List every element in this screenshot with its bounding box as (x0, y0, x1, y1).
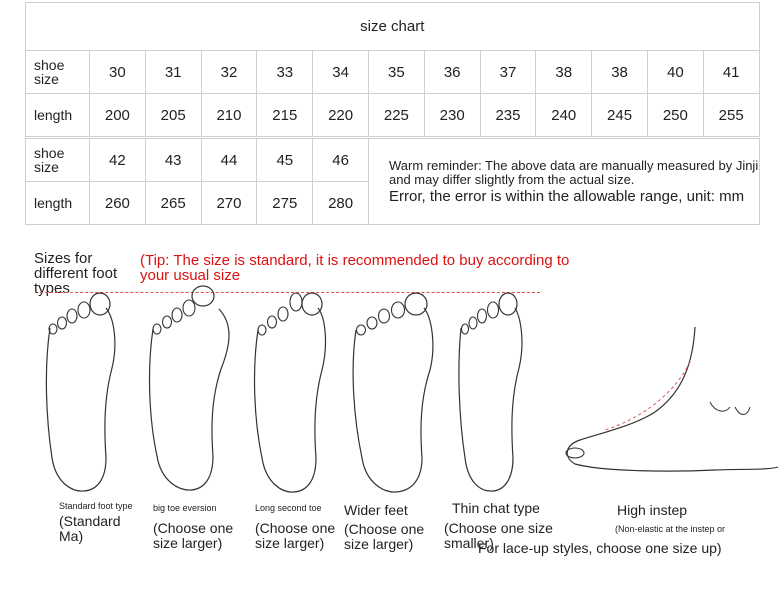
high-instep-note: For lace-up styles, choose one size up) (478, 540, 722, 556)
size-chart-table-2: shoe size 42 43 44 45 46 Warm reminder: The a… (25, 138, 760, 225)
shoe-size-cell: 36 (423, 50, 481, 94)
foot-label-standard: Standard foot type (Standard Ma) (59, 501, 139, 544)
warm-reminder-note: Warm reminder: The above data are manual… (367, 138, 760, 225)
length-cell: 245 (591, 93, 648, 137)
standard-foot-icon (45, 292, 116, 492)
shoe-size-cell: 40 (646, 50, 704, 94)
shoe-size-label: shoe size (25, 138, 90, 182)
length-label: length (25, 93, 90, 137)
big-toe-eversion-foot-icon (148, 285, 230, 491)
length-cell: 250 (646, 93, 704, 137)
length-cell: 200 (89, 93, 146, 137)
shoe-size-cell: 32 (200, 50, 258, 94)
shoe-size-cell: 38 (535, 50, 593, 94)
shoe-size-cell: 31 (144, 50, 202, 94)
length-cell: 260 (89, 181, 146, 225)
foot-main-label: (Choose one size larger) (255, 520, 336, 551)
foot-label-long-second-toe: Long second toe (Choose one size larger) (255, 503, 345, 551)
foot-label-big-toe: big toe eversion (Choose one size larger… (153, 503, 248, 551)
length-cell: 255 (702, 93, 760, 137)
size-chart-title: size chart (25, 2, 760, 51)
error-note-text: Error, the error is within the allowable… (388, 187, 745, 205)
toe-guide-line (40, 292, 540, 293)
foot-label-thin: Thin chat type (Choose one size smaller) (444, 500, 554, 551)
length-label: length (25, 181, 90, 225)
length-cell: 240 (535, 93, 593, 137)
long-second-toe-foot-icon (253, 292, 327, 493)
shoe-size-cell: 41 (702, 50, 760, 94)
high-instep-title: High instep (617, 502, 688, 518)
foot-label-wider: Wider feet (Choose one size larger) (344, 502, 444, 552)
shoe-size-cell: 42 (89, 138, 146, 182)
length-cell: 235 (479, 93, 537, 137)
warm-reminder-text: Warm reminder: The above data are manual… (388, 157, 759, 187)
shoe-size-cell: 44 (200, 138, 258, 182)
shoe-size-cell: 38 (591, 50, 648, 94)
high-instep-note-small: (Non-elastic at the instep or (615, 524, 726, 534)
wider-feet-icon (352, 292, 434, 493)
length-cell: 220 (312, 93, 369, 137)
length-cell: 225 (367, 93, 425, 137)
shoe-size-cell: 37 (479, 50, 537, 94)
shoe-size-cell: 46 (312, 138, 369, 182)
foot-small-label: Standard foot type (59, 501, 133, 511)
length-cell: 205 (144, 93, 202, 137)
high-instep-foot-icon (565, 326, 779, 472)
foot-small-label: Thin chat type (452, 500, 540, 516)
shoe-size-cell: 45 (256, 138, 314, 182)
foot-main-label: (Choose one size smaller) (444, 520, 553, 551)
size-chart-table-1: size chart shoe size 30 31 32 33 34 35 36 37 38 3… (25, 2, 760, 137)
length-cell: 270 (200, 181, 258, 225)
length-cell: 210 (200, 93, 258, 137)
length-cell: 280 (312, 181, 369, 225)
length-cell: 275 (256, 181, 314, 225)
foot-small-label: Long second toe (255, 503, 322, 513)
length-cell: 265 (144, 181, 202, 225)
foot-small-label: Wider feet (344, 502, 408, 518)
shoe-size-cell: 35 (367, 50, 425, 94)
foot-main-label: (Choose one size larger) (153, 520, 234, 551)
shoe-size-label: shoe size (25, 50, 90, 94)
foot-small-label: big toe eversion (153, 503, 217, 513)
thin-foot-icon (458, 292, 523, 492)
shoe-size-cell: 33 (256, 50, 314, 94)
shoe-size-cell: 30 (89, 50, 146, 94)
foot-main-label: (Choose one size larger) (344, 521, 425, 552)
shoe-size-cell: 43 (144, 138, 202, 182)
shoe-size-cell: 34 (312, 50, 369, 94)
foot-main-label: (Standard Ma) (59, 513, 121, 544)
length-cell: 230 (423, 93, 481, 137)
size-tip: (Tip: The size is standard, it is recomm… (140, 252, 570, 284)
length-cell: 215 (256, 93, 314, 137)
